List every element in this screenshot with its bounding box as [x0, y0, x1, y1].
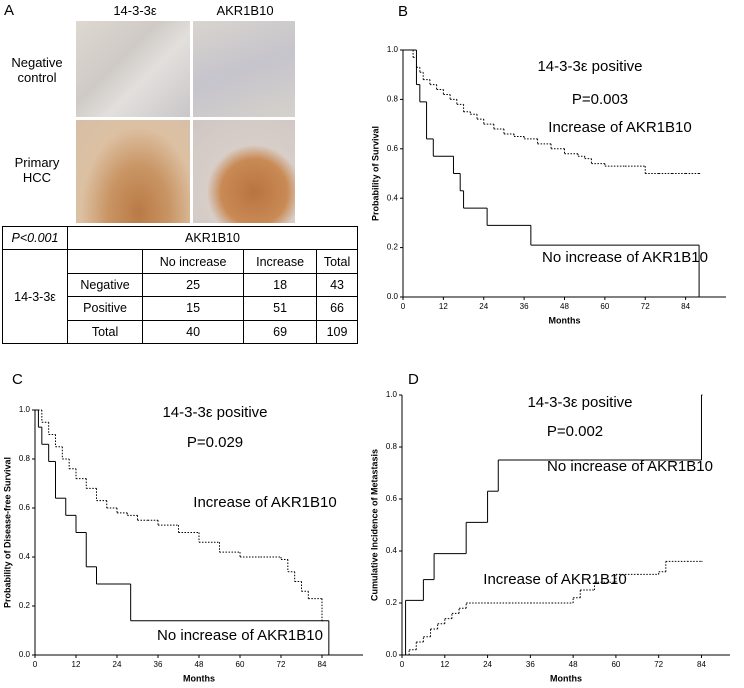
micrograph [192, 20, 296, 118]
panel-label: D [408, 371, 419, 388]
annotation: P=0.003 [572, 91, 628, 108]
x-tick-label: 36 [520, 302, 529, 311]
y-tick-label: 1.0 [19, 405, 31, 414]
micrograph [75, 119, 191, 224]
panel-label: B [398, 3, 408, 20]
y-tick-label: 0.2 [387, 243, 399, 252]
row-label: Negative control [11, 55, 63, 85]
x-axis-label: Months [549, 315, 581, 325]
x-tick-label: 24 [113, 660, 122, 669]
contingency-table: P<0.001 AKR1B10 14-3-3ε No increase Increas… [2, 225, 358, 345]
table-cell: AKR1B10 [67, 225, 358, 251]
x-tick-label: 36 [526, 660, 535, 669]
y-axis-label: Cumulative Incidence of Metastasis [369, 449, 379, 601]
y-tick-label: 0.4 [387, 193, 399, 202]
micrograph [75, 20, 191, 118]
series-label: Increase of AKR1B10 [193, 494, 336, 511]
x-tick-label: 60 [600, 302, 609, 311]
x-tick-label: 12 [72, 660, 81, 669]
y-tick-label: 0.8 [386, 442, 398, 451]
x-tick-label: 48 [560, 302, 569, 311]
table-cell: 15 [142, 296, 245, 321]
y-tick-label: 0.6 [19, 503, 31, 512]
y-tick-label: 0.6 [386, 494, 398, 503]
y-tick-label: 1.0 [386, 390, 398, 399]
y-tick-label: 0.0 [387, 292, 399, 301]
table-cell: Positive [66, 296, 144, 321]
y-axis-label: Probability of Survival [370, 126, 380, 221]
table-cell [66, 249, 144, 274]
x-tick-label: 84 [318, 660, 327, 669]
table-cell: 14-3-3ε [2, 249, 68, 344]
x-tick-label: 12 [439, 302, 448, 311]
x-tick-label: 72 [641, 302, 650, 311]
column-label: 14-3-3ε [113, 3, 157, 18]
row-label: Primary HCC [14, 155, 60, 185]
x-tick-label: 84 [697, 660, 706, 669]
x-tick-label: 48 [195, 660, 204, 669]
table-cell: 69 [243, 319, 318, 345]
table-cell: 18 [243, 272, 318, 298]
table-cell: 109 [316, 319, 358, 345]
y-tick-label: 0.2 [19, 601, 31, 610]
annotation: 14-3-3ε positive [527, 394, 632, 411]
y-tick-label: 0.0 [19, 650, 31, 659]
x-tick-label: 60 [611, 660, 620, 669]
x-tick-label: 24 [483, 660, 492, 669]
y-tick-label: 0.0 [386, 650, 398, 659]
annotation: P=0.029 [187, 434, 243, 451]
table-cell: Total [316, 249, 358, 274]
x-tick-label: 0 [33, 660, 38, 669]
table-cell: Negative [66, 272, 144, 298]
x-tick-label: 24 [479, 302, 488, 311]
y-tick-label: 0.6 [387, 144, 399, 153]
annotation: 14-3-3ε positive [537, 58, 642, 75]
table-cell: Total [66, 319, 144, 345]
column-label: AKR1B10 [216, 3, 274, 18]
y-tick-label: 0.2 [386, 598, 398, 607]
annotation: 14-3-3ε positive [162, 404, 267, 421]
panel-label: A [4, 2, 15, 19]
y-axis-label: Probability of Disease-free Survival [2, 457, 12, 608]
x-tick-label: 0 [400, 660, 405, 669]
series-label: No increase of AKR1B10 [157, 627, 323, 644]
table-cell: 43 [316, 272, 358, 298]
micrograph [192, 119, 296, 224]
y-tick-label: 0.8 [19, 454, 31, 463]
x-tick-label: 60 [236, 660, 245, 669]
x-axis-label: Months [550, 673, 582, 683]
y-tick-label: 0.8 [387, 95, 399, 104]
x-tick-label: 72 [277, 660, 286, 669]
series-label: Increase of AKR1B10 [483, 571, 626, 588]
x-tick-label: 48 [569, 660, 578, 669]
x-tick-label: 72 [654, 660, 663, 669]
x-tick-label: 12 [440, 660, 449, 669]
panel-label: C [12, 371, 23, 388]
x-tick-label: 0 [401, 302, 406, 311]
x-tick-label: 36 [154, 660, 163, 669]
table-cell: P<0.001 [2, 225, 68, 251]
y-tick-label: 1.0 [387, 45, 399, 54]
annotation: P=0.002 [547, 423, 603, 440]
table-cell: Increase [243, 249, 318, 274]
series-label: No increase of AKR1B10 [547, 458, 713, 475]
table-cell: 51 [243, 296, 318, 321]
x-tick-label: 84 [681, 302, 690, 311]
x-axis-label: Months [183, 673, 215, 683]
y-tick-label: 0.4 [19, 552, 31, 561]
y-tick-label: 0.4 [386, 546, 398, 555]
series-label: No increase of AKR1B10 [542, 249, 708, 266]
series-label: Increase of AKR1B10 [548, 119, 691, 136]
